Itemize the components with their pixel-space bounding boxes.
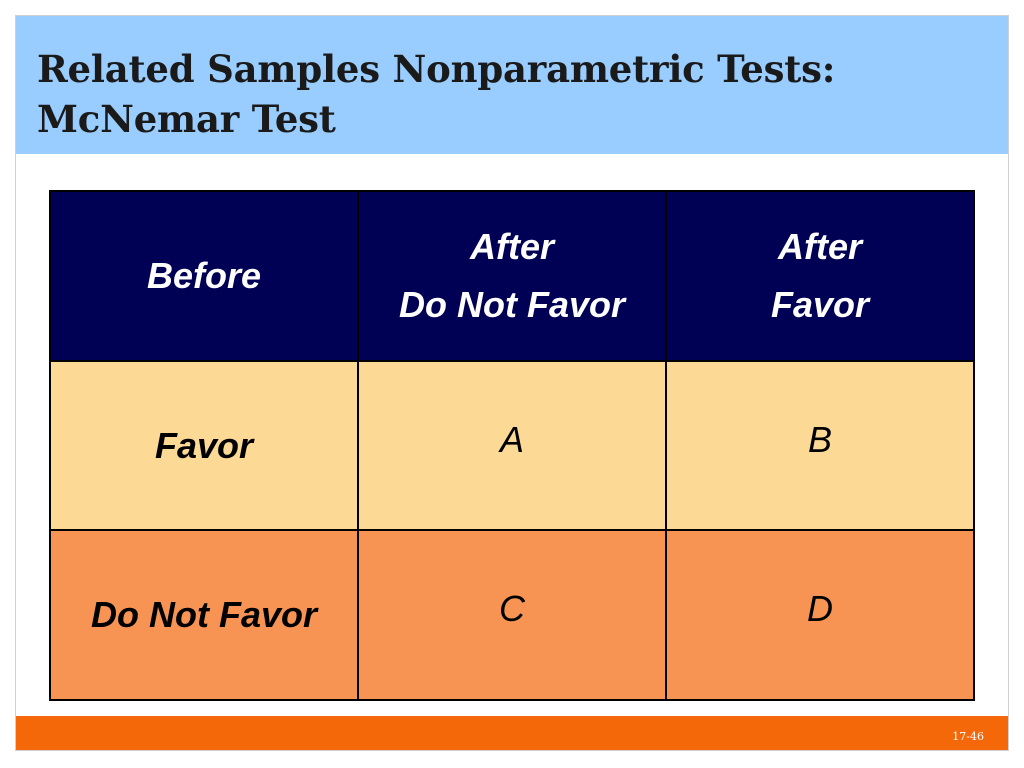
cell-a: A (357, 360, 667, 531)
header-after-favor-line-1: After (777, 226, 862, 267)
slide-title-line-2: McNemar Test (37, 97, 336, 141)
cell-b: B (665, 360, 975, 531)
header-after-do-not-favor-line-2: Do Not Favor (398, 284, 625, 325)
slide-title: Related Samples Nonparametric Tests: McN… (37, 44, 835, 144)
title-bar: Related Samples Nonparametric Tests: McN… (16, 16, 1008, 154)
page-number: 17-46 (952, 730, 984, 743)
header-after-do-not-favor: After Do Not Favor (357, 190, 667, 362)
cell-d: D (665, 529, 975, 701)
header-after-favor: After Favor (665, 190, 975, 362)
footer-bar: 17-46 (16, 716, 1008, 750)
row-label-favor: Favor (49, 360, 359, 531)
row-label-do-not-favor: Do Not Favor (49, 529, 359, 701)
table-row-do-not-favor: Do Not Favor C D (49, 529, 975, 701)
header-after-favor-line-2: Favor (770, 284, 870, 325)
table-header-row: Before After Do Not Favor After Favor (49, 190, 975, 362)
cell-c: C (357, 529, 667, 701)
mcnemar-table: Before After Do Not Favor After Favor Fa… (49, 190, 975, 701)
header-before: Before (49, 190, 359, 362)
slide-title-line-1: Related Samples Nonparametric Tests: (37, 47, 836, 91)
table-row-favor: Favor A B (49, 360, 975, 531)
header-after-do-not-favor-line-1: After (469, 226, 554, 267)
slide: Related Samples Nonparametric Tests: McN… (16, 16, 1008, 750)
